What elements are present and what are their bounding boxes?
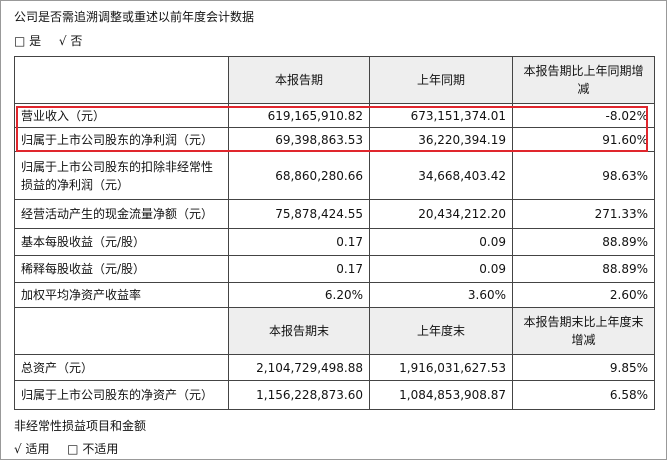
- row-label: 归属于上市公司股东的净利润（元）: [14, 127, 229, 152]
- cell-current: 1,156,228,873.60: [228, 380, 370, 410]
- cell-change: 271.33%: [512, 199, 655, 229]
- financial-data-table: 本报告期 上年同期 本报告期比上年同期增减 营业收入（元） 619,165,91…: [14, 56, 655, 410]
- header-prior-period: 上年同期: [369, 56, 513, 104]
- row-label: 归属于上市公司股东的净资产（元）: [14, 380, 229, 410]
- checkmark-icon[interactable]: √: [58, 34, 67, 48]
- cell-prior: 36,220,394.19: [369, 127, 513, 152]
- row-label: 营业收入（元）: [14, 103, 229, 128]
- table-row: 归属于上市公司股东的净利润（元） 69,398,863.53 36,220,39…: [14, 127, 655, 152]
- cell-change: 88.89%: [512, 255, 655, 283]
- row-label: 基本每股收益（元/股）: [14, 228, 229, 256]
- row-label: 稀释每股收益（元/股）: [14, 255, 229, 283]
- option-label-no: 否: [70, 34, 83, 48]
- nonrecurring-options: √ 适用 □ 不适用: [14, 440, 118, 457]
- row-label: 归属于上市公司股东的扣除非经常性损益的净利润（元）: [14, 151, 229, 200]
- table-row: 基本每股收益（元/股） 0.17 0.09 88.89%: [14, 228, 655, 256]
- nonrecurring-title: 非经常性损益项目和金额: [14, 419, 147, 433]
- cell-current: 0.17: [228, 255, 370, 283]
- cell-prior: 20,434,212.20: [369, 199, 513, 229]
- option-label-applicable: 适用: [25, 442, 50, 456]
- header-prior-year-end: 上年度末: [369, 307, 513, 355]
- cell-change: -8.02%: [512, 103, 655, 128]
- table-row: 归属于上市公司股东的扣除非经常性损益的净利润（元） 68,860,280.66 …: [14, 151, 655, 200]
- cell-current: 68,860,280.66: [228, 151, 370, 200]
- header-blank-cell: [14, 56, 229, 104]
- cell-prior: 0.09: [369, 255, 513, 283]
- table-header-row: 本报告期 上年同期 本报告期比上年同期增减: [14, 56, 655, 104]
- row-label: 经营活动产生的现金流量净额（元）: [14, 199, 229, 229]
- row-label: 总资产（元）: [14, 354, 229, 381]
- cell-prior: 673,151,374.01: [369, 103, 513, 128]
- cell-current: 6.20%: [228, 282, 370, 308]
- cell-current: 0.17: [228, 228, 370, 256]
- cell-prior: 34,668,403.42: [369, 151, 513, 200]
- table-row: 稀释每股收益（元/股） 0.17 0.09 88.89%: [14, 255, 655, 283]
- cell-current: 69,398,863.53: [228, 127, 370, 152]
- header-blank-cell: [14, 307, 229, 355]
- option-label-not-applicable: 不适用: [82, 442, 119, 456]
- table-row: 经营活动产生的现金流量净额（元） 75,878,424.55 20,434,21…: [14, 199, 655, 229]
- cell-prior: 1,916,031,627.53: [369, 354, 513, 381]
- header-period-end-change: 本报告期末比上年度末增减: [512, 307, 655, 355]
- table-row: 加权平均净资产收益率 6.20% 3.60% 2.60%: [14, 282, 655, 308]
- table-header-row: 本报告期末 上年度末 本报告期末比上年度末增减: [14, 307, 655, 355]
- cell-prior: 1,084,853,908.87: [369, 380, 513, 410]
- cell-current: 619,165,910.82: [228, 103, 370, 128]
- checkmark-icon[interactable]: √: [14, 442, 22, 456]
- header-period-end: 本报告期末: [228, 307, 370, 355]
- row-label: 加权平均净资产收益率: [14, 282, 229, 308]
- cell-current: 75,878,424.55: [228, 199, 370, 229]
- cell-change: 6.58%: [512, 380, 655, 410]
- cell-change: 88.89%: [512, 228, 655, 256]
- header-current-period: 本报告期: [228, 56, 370, 104]
- cell-prior: 0.09: [369, 228, 513, 256]
- checkbox-unchecked-icon[interactable]: □: [14, 34, 26, 48]
- table-row: 总资产（元） 2,104,729,498.88 1,916,031,627.53…: [14, 354, 655, 381]
- checkbox-unchecked-icon[interactable]: □: [67, 442, 79, 456]
- retro-options: □ 是 √ 否: [14, 32, 82, 49]
- table-row: 归属于上市公司股东的净资产（元） 1,156,228,873.60 1,084,…: [14, 380, 655, 410]
- cell-prior: 3.60%: [369, 282, 513, 308]
- table-row: 营业收入（元） 619,165,910.82 673,151,374.01 -8…: [14, 103, 655, 128]
- option-label-yes: 是: [29, 34, 42, 48]
- cell-current: 2,104,729,498.88: [228, 354, 370, 381]
- cell-change: 9.85%: [512, 354, 655, 381]
- cell-change: 98.63%: [512, 151, 655, 200]
- cell-change: 91.60%: [512, 127, 655, 152]
- retro-question: 公司是否需追溯调整或重述以前年度会计数据: [14, 10, 255, 24]
- cell-change: 2.60%: [512, 282, 655, 308]
- header-period-change: 本报告期比上年同期增减: [512, 56, 655, 104]
